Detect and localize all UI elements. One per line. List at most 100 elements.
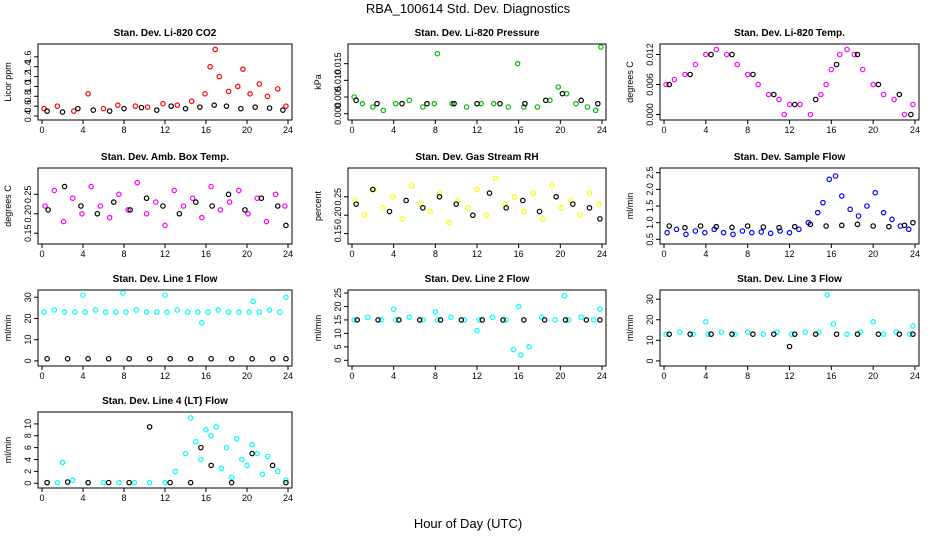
data-point bbox=[812, 331, 819, 337]
x-tick-label: 24 bbox=[910, 125, 920, 135]
data-point bbox=[69, 477, 76, 484]
x-tick-label: 16 bbox=[826, 125, 836, 135]
data-point bbox=[549, 182, 555, 189]
y-tick-label: 20 bbox=[23, 313, 33, 323]
data-point bbox=[102, 309, 109, 315]
panel-2: Stan. Dev. Li-820 Pressure kPa 0 4 8 12 16 20 24… bbox=[313, 28, 607, 135]
x-tick-label: 20 bbox=[868, 371, 878, 381]
data-point bbox=[239, 456, 245, 463]
data-point bbox=[486, 190, 493, 196]
data-point bbox=[703, 319, 709, 325]
data-point bbox=[750, 71, 756, 78]
data-point bbox=[187, 355, 194, 362]
data-point bbox=[246, 309, 252, 315]
data-point bbox=[744, 329, 751, 335]
data-point bbox=[807, 111, 814, 118]
data-point bbox=[42, 203, 48, 209]
data-point bbox=[788, 331, 795, 337]
x-tick-label: 12 bbox=[472, 249, 482, 259]
y-tick-label: 15 bbox=[333, 315, 343, 325]
data-point bbox=[690, 331, 697, 337]
data-point bbox=[208, 432, 214, 439]
y-tick-label: 0.005 bbox=[333, 86, 343, 109]
data-point bbox=[208, 355, 214, 362]
x-tick-label: 16 bbox=[514, 125, 524, 135]
data-point bbox=[283, 222, 289, 229]
panel-3: Stan. Dev. Li-820 Temp. degrees C 0 4 8 12 16 2… bbox=[625, 28, 920, 135]
data-point bbox=[390, 306, 397, 312]
data-point bbox=[434, 50, 441, 57]
x-tick-label: 20 bbox=[242, 493, 252, 503]
data-point bbox=[380, 107, 387, 114]
x-tick-label: 20 bbox=[242, 371, 252, 381]
y-axis-label: Licor ppm bbox=[3, 62, 13, 102]
x-tick-label: 16 bbox=[201, 371, 211, 381]
x-tick-label: 24 bbox=[910, 249, 920, 259]
data-point bbox=[427, 208, 433, 215]
y-tick-label: 0 bbox=[645, 358, 655, 363]
data-point bbox=[802, 329, 808, 335]
x-tick-label: 16 bbox=[826, 249, 836, 259]
data-point bbox=[217, 207, 224, 213]
data-point bbox=[875, 331, 882, 337]
data-point bbox=[105, 355, 112, 362]
data-point bbox=[266, 307, 273, 313]
data-point bbox=[666, 331, 673, 337]
data-point bbox=[408, 182, 415, 189]
x-tick-label: 12 bbox=[784, 371, 794, 381]
x-tick-label: 8 bbox=[745, 249, 750, 259]
data-point bbox=[854, 331, 861, 337]
data-point bbox=[126, 479, 132, 486]
y-axis-label: percent bbox=[313, 190, 323, 221]
data-point bbox=[116, 479, 122, 486]
data-point bbox=[164, 309, 170, 315]
data-point bbox=[497, 100, 503, 107]
y-axis-label: degrees C bbox=[625, 61, 635, 103]
data-point bbox=[776, 96, 782, 103]
x-tick-label: 12 bbox=[160, 493, 170, 503]
data-point bbox=[663, 331, 669, 337]
data-point bbox=[771, 331, 777, 337]
data-point bbox=[451, 100, 457, 107]
data-point bbox=[558, 205, 565, 211]
data-point bbox=[283, 355, 289, 362]
data-point bbox=[786, 229, 793, 236]
data-point bbox=[875, 81, 882, 88]
data-point bbox=[41, 309, 47, 315]
y-tick-label: 0.015 bbox=[333, 52, 343, 75]
data-point bbox=[432, 309, 439, 315]
data-point bbox=[559, 90, 566, 97]
y-tick-label: 0.012 bbox=[645, 43, 655, 66]
data-point bbox=[901, 222, 908, 229]
data-point bbox=[906, 331, 913, 337]
data-point bbox=[249, 441, 255, 448]
y-axis-label: ml/min bbox=[313, 315, 323, 342]
data-point bbox=[729, 51, 735, 58]
data-point bbox=[577, 212, 583, 219]
data-point bbox=[910, 219, 916, 226]
panel-title: Stan. Dev. Li-820 Temp. bbox=[734, 28, 845, 39]
data-point bbox=[449, 100, 455, 107]
panel-title: Stan. Dev. Li-820 CO2 bbox=[114, 28, 217, 39]
data-point bbox=[399, 216, 405, 222]
data-point bbox=[666, 223, 673, 229]
y-tick-label: 1.5 bbox=[645, 200, 655, 213]
data-point bbox=[359, 100, 366, 107]
panel-title: Stan. Dev. Line 1 Flow bbox=[113, 274, 218, 285]
plot-frame bbox=[347, 167, 607, 245]
panel-8: Stan. Dev. Line 2 Flow ml/min 0 4 8 12 16 20 24 0… bbox=[313, 274, 607, 381]
data-point bbox=[598, 44, 604, 50]
data-point bbox=[730, 231, 736, 238]
data-point bbox=[54, 103, 61, 109]
data-point bbox=[389, 193, 396, 200]
y-tick-label: 0.000 bbox=[645, 103, 655, 126]
data-point bbox=[115, 102, 121, 108]
y-tick-label: 0.15 bbox=[23, 224, 33, 242]
data-point bbox=[228, 355, 235, 362]
x-tick-label: 20 bbox=[555, 371, 565, 381]
data-point bbox=[767, 230, 774, 237]
data-point bbox=[212, 46, 219, 53]
data-point bbox=[264, 453, 271, 460]
data-point bbox=[274, 86, 281, 92]
data-point bbox=[213, 424, 220, 430]
